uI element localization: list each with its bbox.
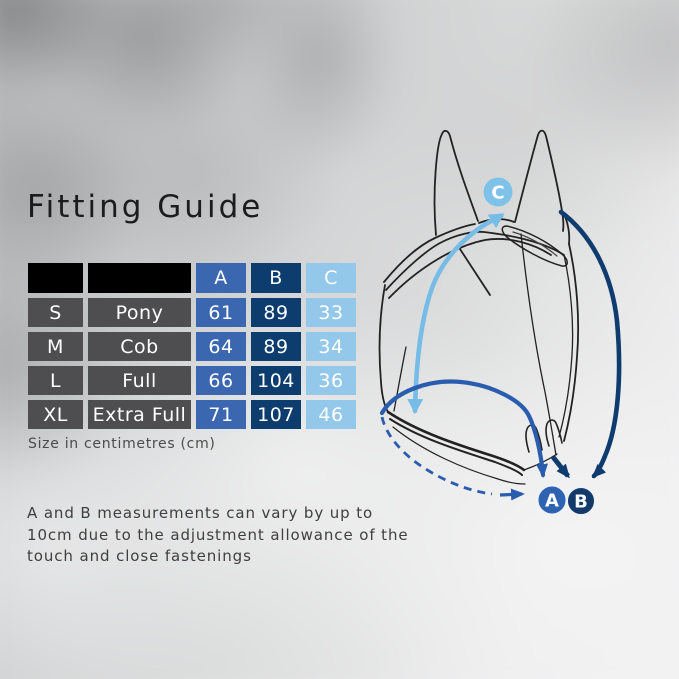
measurement-a-arrow bbox=[379, 379, 549, 478]
size-table: A B C S Pony 61 89 33 M Cob 64 89 34 L F… bbox=[28, 263, 356, 429]
browband-bottom bbox=[388, 238, 552, 299]
value-a: 71 bbox=[196, 400, 246, 429]
measurement-b-arrow bbox=[558, 209, 622, 479]
right-edge-seam bbox=[563, 243, 580, 442]
value-a: 66 bbox=[196, 366, 246, 395]
fastening-tab bbox=[545, 419, 563, 447]
badge-a-label: A bbox=[545, 491, 559, 512]
units-caption: Size in centimetres (cm) bbox=[28, 436, 216, 452]
size-cell: M bbox=[28, 332, 83, 361]
value-b: 104 bbox=[251, 366, 301, 395]
left-ear bbox=[433, 129, 479, 236]
value-c: 33 bbox=[306, 298, 356, 327]
measurement-note: A and B measurements can vary by up to 1… bbox=[27, 503, 409, 568]
value-b: 107 bbox=[251, 400, 301, 429]
size-cell: S bbox=[28, 298, 83, 327]
note-line: touch and close fastenings bbox=[27, 547, 252, 565]
left-cheek-line bbox=[393, 346, 407, 412]
value-c: 36 bbox=[306, 366, 356, 395]
ear-opening-inner bbox=[512, 231, 558, 257]
mask-outline bbox=[378, 129, 580, 485]
name-cell: Cob bbox=[88, 332, 191, 361]
header-col-c: C bbox=[306, 263, 356, 293]
measurement-b-arrow-short bbox=[551, 455, 570, 479]
size-cell: L bbox=[28, 366, 83, 395]
crown-strap bbox=[383, 223, 476, 283]
measurement-c-arrow-tip bbox=[487, 213, 505, 229]
name-cell: Full bbox=[88, 366, 191, 395]
value-b: 89 bbox=[251, 332, 301, 361]
cheek-seam bbox=[520, 233, 557, 456]
badge-a: A bbox=[536, 484, 568, 516]
muzzle-rim-2 bbox=[389, 418, 523, 476]
value-a: 61 bbox=[196, 298, 246, 327]
size-cell: XL bbox=[28, 400, 83, 429]
header-col-a: A bbox=[196, 263, 246, 293]
header-col-b: B bbox=[251, 263, 301, 293]
note-line: A and B measurements can vary by up to bbox=[27, 504, 374, 522]
value-c: 46 bbox=[306, 400, 356, 429]
measurement-a-dashed-arc bbox=[380, 416, 493, 496]
badge-b-label: B bbox=[574, 492, 588, 513]
fly-mask-diagram: C A B bbox=[378, 129, 622, 516]
name-cell: Extra Full bbox=[88, 400, 191, 429]
measurement-c-arrow bbox=[407, 213, 504, 414]
right-ear bbox=[514, 129, 565, 232]
right-edge-seam-2 bbox=[558, 254, 574, 438]
badge-c: C bbox=[483, 177, 513, 207]
badge-b: B bbox=[566, 486, 596, 516]
measurement-a-dashed-tip bbox=[499, 488, 525, 501]
left-outline bbox=[378, 284, 389, 413]
forelock-dart bbox=[457, 245, 491, 296]
muzzle-rim bbox=[386, 410, 526, 472]
note-line: 10cm due to the adjustment allowance of … bbox=[27, 525, 409, 544]
page-title: Fitting Guide bbox=[27, 189, 264, 225]
ear-opening-seam bbox=[501, 225, 568, 267]
crown-strap-2 bbox=[385, 230, 565, 291]
badge-c-label: C bbox=[491, 183, 504, 204]
header-blank-name bbox=[88, 263, 191, 293]
name-cell: Pony bbox=[88, 298, 191, 327]
value-c: 34 bbox=[306, 332, 356, 361]
muzzle-open-edge bbox=[392, 426, 526, 485]
value-a: 64 bbox=[196, 332, 246, 361]
header-blank-size bbox=[28, 263, 83, 293]
value-b: 89 bbox=[251, 298, 301, 327]
